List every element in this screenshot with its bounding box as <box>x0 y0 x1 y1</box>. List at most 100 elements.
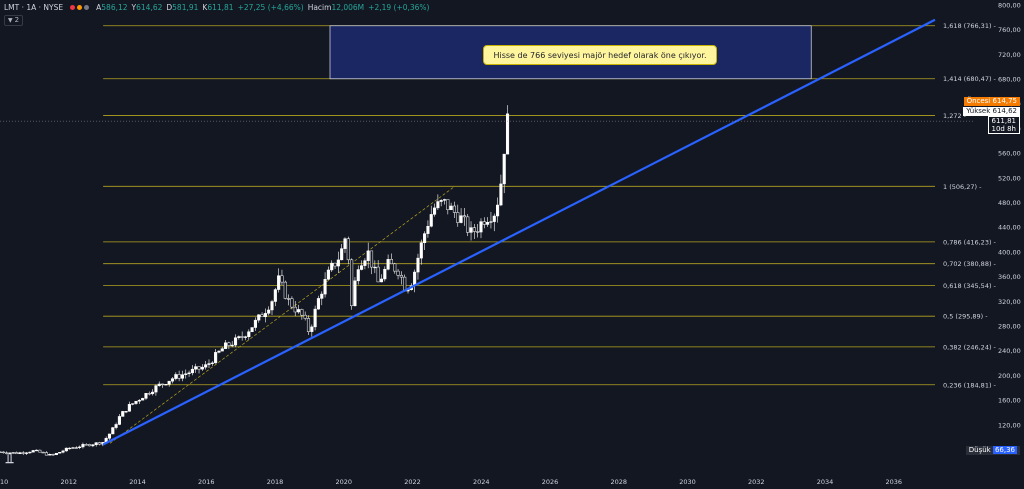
candle-body-117 <box>386 259 390 270</box>
candle-body-136 <box>449 205 453 211</box>
candle-body-118 <box>389 259 393 265</box>
high-badge: Yüksek 614,62 <box>963 107 1020 116</box>
candle-body-43 <box>141 398 145 401</box>
y-tick-label-17: 760,00 <box>998 26 1021 34</box>
candle-body-120 <box>396 270 400 276</box>
candle-body-147 <box>486 222 490 225</box>
candle-body-22 <box>71 447 75 449</box>
candle-body-30 <box>97 442 102 445</box>
candle-body-19 <box>61 450 65 453</box>
candle-body-130 <box>429 214 433 227</box>
candle-body-103 <box>340 248 344 261</box>
candle-body-110 <box>363 260 367 266</box>
y-tick-label-1: 120,00 <box>998 421 1021 429</box>
symbol-title[interactable]: LMT · 1A · NYSE <box>4 3 64 12</box>
low-value: 581,91 <box>172 3 199 12</box>
x-tick-label-12: 2034 <box>817 478 834 486</box>
candle-body-17 <box>54 452 58 456</box>
premarket-label: Öncesi <box>966 97 991 105</box>
candle-body-25 <box>81 444 85 448</box>
candle-body-153 <box>505 113 510 155</box>
candle-body-128 <box>423 233 427 244</box>
x-tick-label-3: 2016 <box>198 478 215 486</box>
candle-body-45 <box>147 393 151 395</box>
candle-body-67 <box>220 348 224 352</box>
candle-body-73 <box>240 336 244 338</box>
candle-body-132 <box>436 201 440 209</box>
candle-body-149 <box>492 215 496 222</box>
low-badge-value: 66,36 <box>992 446 1017 454</box>
candle-body-96 <box>316 298 320 310</box>
candle-body-58 <box>190 368 194 374</box>
y-tick-label-3: 200,00 <box>998 372 1021 380</box>
candle-body-88 <box>290 298 294 308</box>
fib-anchor-line <box>109 186 454 444</box>
candle-body-144 <box>476 231 480 233</box>
indicator-toggle[interactable]: ▼ 2 <box>4 15 24 26</box>
candle-body-21 <box>68 447 72 450</box>
candle-body-6 <box>18 452 22 455</box>
candle-body-77 <box>253 319 257 328</box>
low-badge-label: Düşük <box>968 446 991 454</box>
fib-label-0: 0,236 (184,81) - <box>943 381 997 389</box>
x-tick-label-4: 2018 <box>267 478 284 486</box>
candle-body-64 <box>210 362 214 364</box>
candle-body-129 <box>426 226 430 234</box>
candle-body-134 <box>442 199 447 201</box>
candle-body-50 <box>164 384 168 386</box>
candle-body-13 <box>41 451 45 454</box>
candle-body-5 <box>15 452 19 455</box>
candle-body-23 <box>74 447 78 449</box>
y-tick-label-7: 360,00 <box>998 273 1021 281</box>
tradingview-logo[interactable]: ⫫ <box>6 452 14 467</box>
annotation-callout[interactable]: Hisse de 766 seviyesi majör hedef olarak… <box>483 45 717 65</box>
candle-body-91 <box>300 309 304 316</box>
candle-body-138 <box>456 212 460 223</box>
fib-label-4: 0,702 (380,88) - <box>943 260 997 268</box>
candle-body-140 <box>462 215 466 218</box>
candle-body-55 <box>180 374 184 379</box>
candle-body-47 <box>154 385 158 393</box>
close-value: 611,81 <box>207 3 234 12</box>
candle-body-102 <box>336 259 340 267</box>
candle-body-148 <box>489 221 493 223</box>
candle-body-37 <box>121 411 125 417</box>
candle-body-143 <box>472 227 476 232</box>
candle-body-137 <box>452 205 457 213</box>
y-tick-label-6: 320,00 <box>998 298 1021 306</box>
y-tick-label-5: 280,00 <box>998 322 1021 330</box>
candle-body-116 <box>383 268 387 280</box>
premarket-badge: Öncesi 614,75 <box>963 97 1020 106</box>
candle-body-85 <box>280 275 284 283</box>
bar-countdown: 10d 8h <box>991 125 1016 133</box>
candle-body-79 <box>260 314 264 318</box>
candle-body-106 <box>350 259 354 307</box>
candle-body-34 <box>111 427 115 435</box>
candle-body-114 <box>376 266 380 283</box>
candle-body-83 <box>273 289 277 302</box>
status-dot-red <box>70 5 76 10</box>
candle-body-42 <box>137 399 141 402</box>
candle-body-63 <box>207 363 211 365</box>
candles <box>0 105 510 456</box>
candle-body-74 <box>243 336 248 338</box>
candle-body-70 <box>230 344 234 347</box>
fib-label-1: 0,382 (246,24) - <box>943 343 997 351</box>
y-tick-label-15: 680,00 <box>998 76 1021 84</box>
candle-body-39 <box>127 404 131 412</box>
candle-body-139 <box>459 215 463 223</box>
candle-body-2 <box>5 452 9 454</box>
y-tick-label-12: 560,00 <box>998 150 1021 158</box>
candle-body-86 <box>283 281 287 299</box>
y-tick-label-16: 720,00 <box>998 51 1021 59</box>
candle-body-69 <box>227 342 231 346</box>
candle-body-56 <box>184 373 188 375</box>
candle-body-53 <box>174 374 178 379</box>
status-dot-gray <box>84 5 90 10</box>
candle-body-105 <box>346 238 350 261</box>
candle-body-68 <box>224 342 228 349</box>
candle-body-126 <box>416 257 420 273</box>
candle-body-62 <box>204 364 208 368</box>
callout-text: Hisse de 766 seviyesi majör hedef olarak… <box>493 50 707 60</box>
